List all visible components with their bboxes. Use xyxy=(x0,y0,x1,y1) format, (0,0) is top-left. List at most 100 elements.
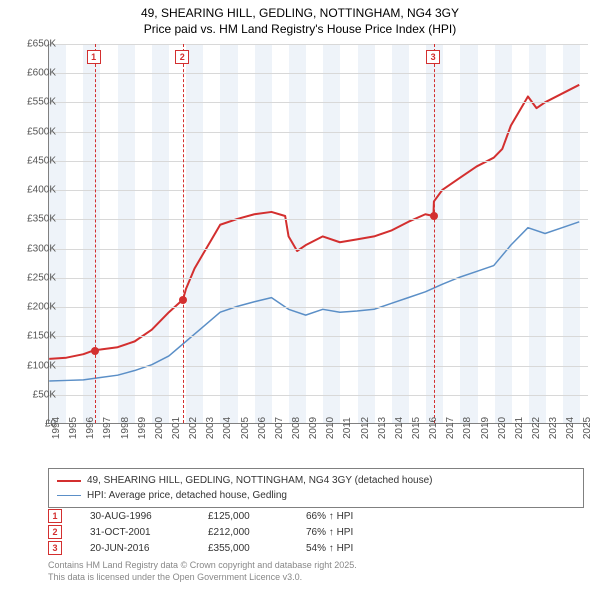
x-axis-label: 2000 xyxy=(154,417,165,439)
y-axis-label: £350K xyxy=(27,214,56,225)
gridline-h xyxy=(49,102,588,103)
marker-vline xyxy=(183,44,184,423)
y-axis-label: £250K xyxy=(27,272,56,283)
x-axis-label: 2025 xyxy=(582,417,593,439)
x-axis-label: 2017 xyxy=(445,417,456,439)
gridline-h xyxy=(49,132,588,133)
y-axis-label: £500K xyxy=(27,126,56,137)
y-axis-label: £200K xyxy=(27,302,56,313)
y-axis-label: £150K xyxy=(27,331,56,342)
x-axis-label: 2023 xyxy=(548,417,559,439)
transaction-hpi: 76% ↑ HPI xyxy=(306,527,396,538)
gridline-h xyxy=(49,73,588,74)
x-axis-label: 2013 xyxy=(377,417,388,439)
x-axis-label: 2021 xyxy=(514,417,525,439)
marker-dot-3 xyxy=(430,212,438,220)
x-axis-label: 2014 xyxy=(394,417,405,439)
marker-dot-2 xyxy=(179,296,187,304)
x-axis-label: 2016 xyxy=(428,417,439,439)
y-axis-label: £450K xyxy=(27,155,56,166)
x-axis-label: 2024 xyxy=(565,417,576,439)
x-axis-label: 2005 xyxy=(240,417,251,439)
x-axis-label: 1996 xyxy=(85,417,96,439)
chart-plot-area xyxy=(48,44,588,424)
x-axis-label: 2002 xyxy=(188,417,199,439)
x-axis-label: 2015 xyxy=(411,417,422,439)
gridline-h xyxy=(49,44,588,45)
marker-badge-1: 1 xyxy=(87,50,101,64)
transaction-date: 20-JUN-2016 xyxy=(90,543,180,554)
marker-dot-1 xyxy=(91,347,99,355)
x-axis-label: 2008 xyxy=(291,417,302,439)
x-axis-label: 2020 xyxy=(497,417,508,439)
transactions-table: 1 30-AUG-1996 £125,000 66% ↑ HPI 2 31-OCT-200… xyxy=(48,508,396,556)
transaction-badge: 3 xyxy=(48,541,62,555)
x-axis-label: 2004 xyxy=(222,417,233,439)
chart-title: 49, SHEARING HILL, GEDLING, NOTTINGHAM, … xyxy=(0,0,600,39)
marker-badge-2: 2 xyxy=(175,50,189,64)
legend-label: HPI: Average price, detached house, Gedl… xyxy=(87,488,287,503)
x-axis-label: 2019 xyxy=(480,417,491,439)
x-axis-label: 2012 xyxy=(360,417,371,439)
x-axis-label: 1994 xyxy=(51,417,62,439)
legend-item: HPI: Average price, detached house, Gedl… xyxy=(57,488,575,503)
series-line xyxy=(49,222,579,381)
x-axis-label: 2018 xyxy=(462,417,473,439)
title-line-2: Price paid vs. HM Land Registry's House … xyxy=(0,22,600,38)
y-axis-label: £400K xyxy=(27,185,56,196)
gridline-h xyxy=(49,366,588,367)
y-axis-label: £550K xyxy=(27,97,56,108)
x-axis-label: 2022 xyxy=(531,417,542,439)
transaction-hpi: 66% ↑ HPI xyxy=(306,511,396,522)
transaction-badge: 1 xyxy=(48,509,62,523)
y-axis-label: £50K xyxy=(33,389,56,400)
x-axis-label: 1997 xyxy=(102,417,113,439)
legend-box: 49, SHEARING HILL, GEDLING, NOTTINGHAM, … xyxy=(48,468,584,508)
gridline-h xyxy=(49,161,588,162)
x-axis-label: 2009 xyxy=(308,417,319,439)
transaction-row: 2 31-OCT-2001 £212,000 76% ↑ HPI xyxy=(48,524,396,540)
footnote: Contains HM Land Registry data © Crown c… xyxy=(48,560,357,583)
transaction-price: £212,000 xyxy=(208,527,278,538)
gridline-h xyxy=(49,278,588,279)
gridline-h xyxy=(49,336,588,337)
series-line xyxy=(49,85,579,359)
gridline-h xyxy=(49,307,588,308)
x-axis-label: 1995 xyxy=(68,417,79,439)
x-axis-label: 1999 xyxy=(137,417,148,439)
y-axis-label: £300K xyxy=(27,243,56,254)
transaction-date: 30-AUG-1996 xyxy=(90,511,180,522)
title-line-1: 49, SHEARING HILL, GEDLING, NOTTINGHAM, … xyxy=(0,6,600,22)
gridline-h xyxy=(49,395,588,396)
x-axis-label: 1998 xyxy=(120,417,131,439)
x-axis-label: 2010 xyxy=(325,417,336,439)
footnote-line-1: Contains HM Land Registry data © Crown c… xyxy=(48,560,357,572)
transaction-date: 31-OCT-2001 xyxy=(90,527,180,538)
marker-vline xyxy=(95,44,96,423)
transaction-badge: 2 xyxy=(48,525,62,539)
marker-badge-3: 3 xyxy=(426,50,440,64)
x-axis-label: 2003 xyxy=(205,417,216,439)
transaction-row: 1 30-AUG-1996 £125,000 66% ↑ HPI xyxy=(48,508,396,524)
gridline-h xyxy=(49,190,588,191)
legend-label: 49, SHEARING HILL, GEDLING, NOTTINGHAM, … xyxy=(87,473,433,488)
footnote-line-2: This data is licensed under the Open Gov… xyxy=(48,572,357,584)
legend-item: 49, SHEARING HILL, GEDLING, NOTTINGHAM, … xyxy=(57,473,575,488)
gridline-h xyxy=(49,219,588,220)
y-axis-label: £100K xyxy=(27,360,56,371)
marker-vline xyxy=(434,44,435,423)
x-axis-label: 2011 xyxy=(342,417,353,439)
x-axis-label: 2006 xyxy=(257,417,268,439)
page-root: 49, SHEARING HILL, GEDLING, NOTTINGHAM, … xyxy=(0,0,600,590)
legend-swatch xyxy=(57,480,81,482)
gridline-h xyxy=(49,249,588,250)
transaction-price: £355,000 xyxy=(208,543,278,554)
x-axis-label: 2007 xyxy=(274,417,285,439)
transaction-price: £125,000 xyxy=(208,511,278,522)
y-axis-label: £600K xyxy=(27,68,56,79)
y-axis-label: £650K xyxy=(27,39,56,50)
legend-swatch xyxy=(57,495,81,496)
x-axis-label: 2001 xyxy=(171,417,182,439)
transaction-hpi: 54% ↑ HPI xyxy=(306,543,396,554)
transaction-row: 3 20-JUN-2016 £355,000 54% ↑ HPI xyxy=(48,540,396,556)
